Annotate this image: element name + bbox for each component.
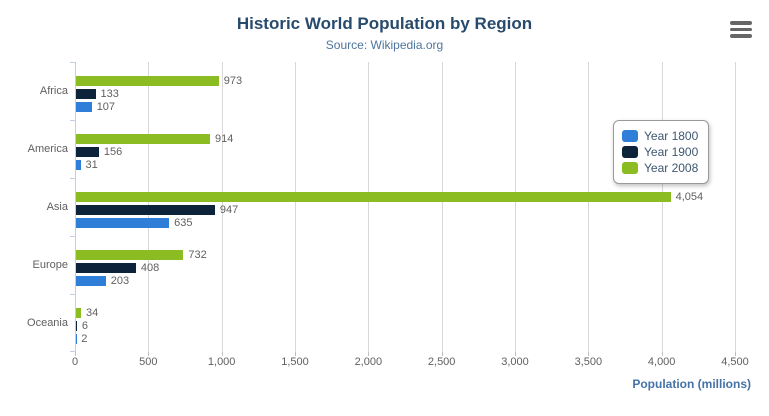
x-axis-tick <box>661 352 663 356</box>
x-axis-tick-label: 3,000 <box>501 356 529 368</box>
x-axis-tick-label: 3,500 <box>574 356 603 368</box>
gridline <box>515 62 516 352</box>
data-label: 973 <box>223 75 243 87</box>
x-axis-tick <box>441 352 443 356</box>
x-axis-tick <box>515 352 516 356</box>
x-axis-tick-label: 1,500 <box>281 356 309 368</box>
chart-subtitle: Source: Wikipedia.org <box>325 38 444 52</box>
data-label: 34 <box>85 307 99 319</box>
category-label-oceania: Oceania <box>27 317 68 329</box>
legend-item-year-1800[interactable]: Year 1800 <box>622 128 698 144</box>
category-label-asia: Asia <box>46 201 68 213</box>
gridline <box>661 62 663 352</box>
x-axis-tick-label: 500 <box>139 356 158 368</box>
category-label-europe: Europe <box>32 259 68 271</box>
category-axis-tick <box>70 178 76 179</box>
hamburger-icon[interactable] <box>730 21 752 38</box>
gridline <box>368 62 370 352</box>
bar-year-1900-america[interactable] <box>76 147 99 157</box>
legend: Year 1800 Year 1900 Year 2008 <box>613 120 710 184</box>
bar-year-1800-africa[interactable] <box>76 102 92 112</box>
gridline <box>735 62 736 352</box>
data-label: 732 <box>188 249 207 261</box>
bar-year-1800-asia[interactable] <box>76 218 170 228</box>
x-axis-title: Population (millions) <box>632 377 751 391</box>
legend-label: Year 1900 <box>644 145 699 159</box>
data-label: 203 <box>110 275 130 287</box>
category-axis-tick <box>70 294 76 295</box>
category-label-africa: Africa <box>39 85 68 97</box>
data-label: 914 <box>215 133 234 145</box>
bar-year-2008-europe[interactable] <box>76 250 184 260</box>
bar-year-2008-asia[interactable] <box>76 192 671 202</box>
bar-year-1900-europe[interactable] <box>76 263 136 273</box>
bar-year-2008-africa[interactable] <box>76 76 219 86</box>
bar-year-2008-america[interactable] <box>76 134 211 144</box>
bar-year-1900-asia[interactable] <box>76 205 215 215</box>
legend-swatch-icon <box>622 162 638 174</box>
x-axis-tick-label: 4,500 <box>721 356 749 368</box>
x-axis-tick <box>295 352 296 356</box>
category-axis-tick <box>70 351 76 352</box>
data-label: 947 <box>219 204 239 216</box>
data-label: 408 <box>140 262 160 274</box>
legend-item-year-1900[interactable]: Year 1900 <box>622 144 698 160</box>
data-label: 6 <box>81 320 88 332</box>
x-axis-tick <box>588 352 590 356</box>
gridline <box>441 62 443 352</box>
hamburger-bar <box>730 27 752 31</box>
x-axis-tick <box>735 352 736 356</box>
x-axis-tick-label: 2,000 <box>354 356 383 368</box>
legend-item-year-2008[interactable]: Year 2008 <box>622 160 698 176</box>
category-axis-tick <box>70 236 76 237</box>
x-axis-tick-label: 4,000 <box>647 356 676 368</box>
plot-area: 973 133 107 914 156 31 4,054 947 635 732 408 203 34 6… <box>70 62 736 356</box>
bar-year-1900-oceania[interactable] <box>76 321 77 331</box>
gridline <box>221 62 223 352</box>
x-axis-tick <box>221 352 223 356</box>
hamburger-bar <box>730 34 752 38</box>
legend-swatch-icon <box>622 146 638 158</box>
data-label: 4,054 <box>675 191 704 203</box>
category-axis-tick <box>70 62 76 63</box>
x-axis-tick <box>148 352 150 356</box>
data-label: 635 <box>174 217 193 229</box>
bar-year-1800-europe[interactable] <box>76 276 106 286</box>
category-axis-tick <box>70 120 76 121</box>
bar-year-2008-oceania[interactable] <box>76 308 81 318</box>
x-axis-tick-label: 1,000 <box>207 356 236 368</box>
data-label: 107 <box>96 101 116 113</box>
legend-label: Year 1800 <box>644 129 699 143</box>
bar-year-1900-africa[interactable] <box>76 89 96 99</box>
x-axis-tick <box>75 352 76 356</box>
gridline <box>295 62 296 352</box>
x-axis-tick-label: 2,500 <box>427 356 456 368</box>
chart-title: Historic World Population by Region <box>236 14 533 33</box>
x-axis-tick-label: 0 <box>71 356 79 368</box>
gridline <box>588 62 590 352</box>
bar-year-1800-america[interactable] <box>76 160 81 170</box>
data-label: 156 <box>103 146 123 158</box>
hamburger-bar <box>730 21 752 25</box>
category-label-america: America <box>27 143 68 155</box>
data-label: 2 <box>81 333 88 345</box>
data-label: 31 <box>85 159 98 171</box>
legend-swatch-icon <box>622 130 638 142</box>
x-axis-tick <box>368 352 370 356</box>
legend-label: Year 2008 <box>644 161 699 175</box>
data-label: 133 <box>100 88 119 100</box>
